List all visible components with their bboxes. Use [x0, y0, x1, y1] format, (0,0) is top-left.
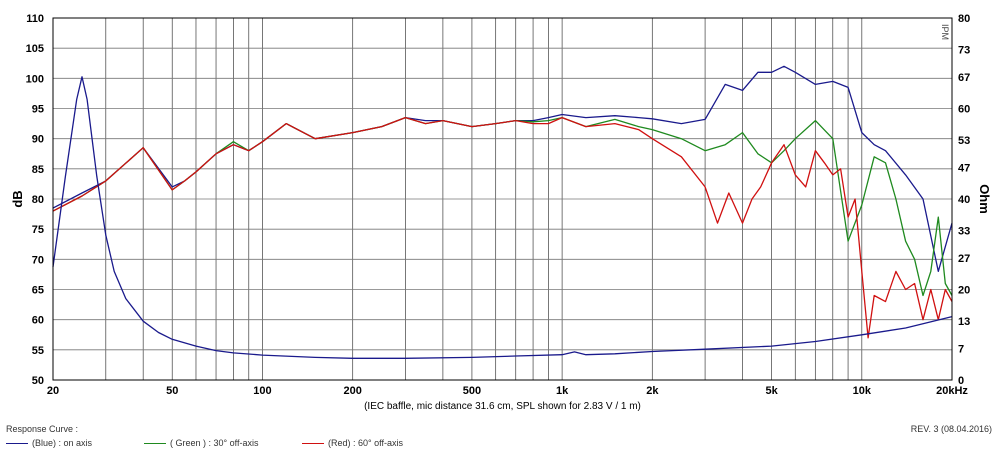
right-tick-label: 60 — [958, 104, 970, 116]
x-tick-label: 100 — [253, 385, 271, 397]
legend-label: (Red) : 60° off-axis — [328, 438, 403, 448]
x-tick-label: 20kHz — [936, 385, 968, 397]
response-curve-1 — [52, 116, 953, 297]
left-tick-label: 95 — [32, 104, 44, 116]
right-tick-label: 27 — [958, 253, 970, 265]
right-tick-label: 80 — [958, 13, 970, 25]
legend-item-green: ( Green ) : 30° off-axis — [144, 438, 258, 448]
response-curve-2 — [52, 116, 953, 339]
legend-swatch — [302, 442, 324, 444]
legend-label: (Blue) : on axis — [32, 438, 93, 448]
frequency-response-chart: 50 55 60 65 70 75 80 85 90 95 100 105 110 0 7 13 20 27 33 4… — [10, 13, 992, 412]
left-axis-label: dB — [10, 190, 25, 207]
revision-label: REV. 3 (08.04.2016) — [910, 424, 992, 434]
right-tick-label: 40 — [958, 194, 970, 206]
right-tick-label: 53 — [958, 135, 970, 147]
left-tick-label: 80 — [32, 194, 44, 206]
left-tick-label: 110 — [26, 13, 44, 25]
x-tick-label: 5k — [765, 385, 778, 397]
left-tick-label: 70 — [32, 254, 44, 266]
x-tick-label: 200 — [343, 385, 361, 397]
legend-item-blue: (Blue) : on axis — [6, 438, 92, 448]
legend-swatch — [144, 442, 166, 444]
right-tick-label: 67 — [958, 72, 970, 84]
chart-caption: (IEC baffle, mic distance 31.6 cm, SPL s… — [364, 401, 641, 412]
x-tick-label: 50 — [166, 385, 178, 397]
x-tick-label: 500 — [463, 385, 481, 397]
right-tick-label: 13 — [958, 316, 970, 328]
left-tick-label: 90 — [32, 134, 44, 146]
grid — [52, 17, 953, 381]
series-group — [52, 65, 953, 359]
left-tick-label: 100 — [26, 73, 44, 85]
x-tick-label: 20 — [47, 385, 59, 397]
left-tick-label: 50 — [32, 375, 44, 387]
legend-title: Response Curve : — [6, 424, 79, 434]
left-tick-label: 85 — [32, 164, 44, 176]
x-tick-label: 1k — [556, 385, 569, 397]
x-tick-label: 10k — [853, 385, 872, 397]
watermark: IPM — [940, 24, 950, 40]
legend-item-red: (Red) : 60° off-axis — [302, 438, 403, 448]
left-tick-label: 105 — [26, 43, 44, 55]
right-tick-label: 33 — [958, 226, 970, 238]
right-tick-label: 20 — [958, 285, 970, 297]
left-tick-label: 60 — [32, 315, 44, 327]
legend-label: ( Green ) : 30° off-axis — [170, 438, 259, 448]
right-tick-label: 0 — [958, 375, 964, 387]
legend-swatch — [6, 442, 28, 444]
right-tick-label: 47 — [958, 162, 970, 174]
left-tick-label: 65 — [32, 285, 44, 297]
right-tick-label: 73 — [958, 45, 970, 57]
plot-frame — [52, 17, 953, 381]
tick-labels: 50 55 60 65 70 75 80 85 90 95 100 105 110 0 7 13 20 27 33 4… — [26, 13, 971, 397]
left-tick-label: 55 — [32, 345, 44, 357]
impedance-curve — [52, 76, 953, 359]
right-tick-label: 7 — [958, 343, 964, 355]
right-axis-label: Ohm — [977, 184, 992, 214]
x-tick-label: 2k — [646, 385, 659, 397]
left-tick-label: 75 — [32, 224, 44, 236]
